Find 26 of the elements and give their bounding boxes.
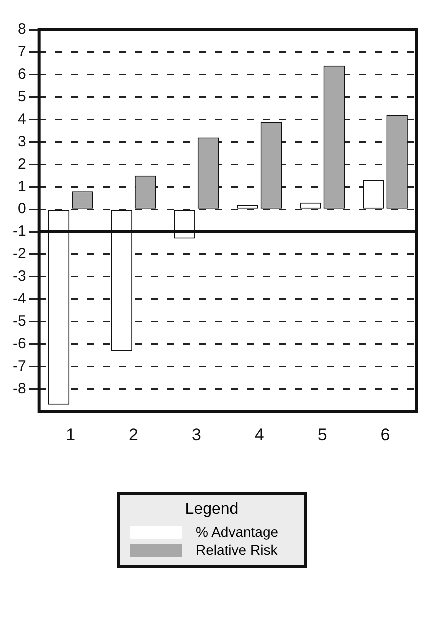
y-tick-label: 0 [18,200,26,218]
y-tick-label: 4 [18,110,26,128]
y-tick-label: 7 [18,44,26,61]
x-tick-label: 1 [66,425,76,444]
y-tick-label: 6 [18,66,26,84]
y-tick-label: 2 [18,156,26,173]
x-tick-label: 3 [192,425,202,444]
y-tick-label: -5 [12,312,26,330]
y-tick-label: 8 [18,21,26,38]
y-tick-label: -7 [12,358,26,375]
x-tick-label: 4 [254,425,264,444]
legend-label: Relative Risk [196,542,278,558]
y-tick-label: -1 [12,223,26,240]
x-tick-label: 6 [380,425,390,444]
legend-label: % Advantage [196,524,279,540]
y-tick-label: 3 [18,133,26,150]
y-tick-label: -6 [12,335,26,352]
x-tick-label: 2 [129,425,138,444]
y-tick-label: 5 [18,88,26,106]
y-tick-label: -2 [12,246,26,263]
y-tick-label: 1 [18,178,26,196]
y-tick-label: -8 [12,380,26,398]
x-tick-label: 5 [318,425,328,444]
legend-title: Legend [184,501,240,519]
y-tick-label: -3 [12,268,26,286]
y-tick-label: -4 [12,290,26,308]
